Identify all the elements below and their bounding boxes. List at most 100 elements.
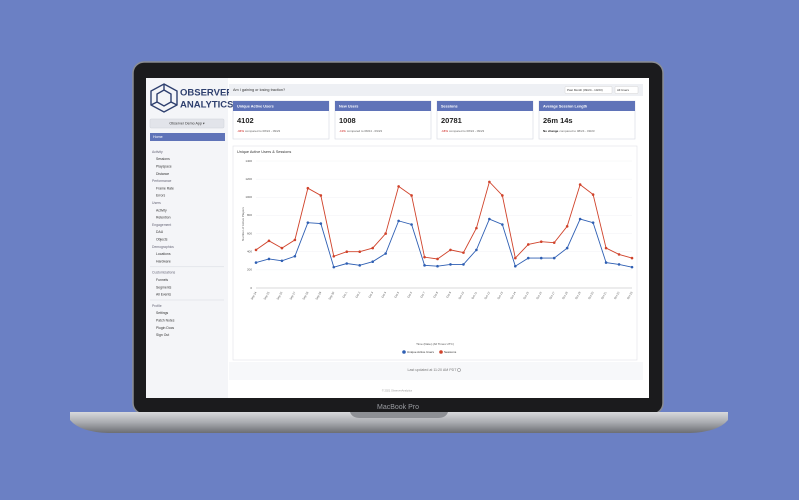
nav-item[interactable]: Activity (156, 208, 167, 212)
data-point (397, 185, 400, 188)
nav-item[interactable]: Retention (156, 216, 171, 220)
x-tick-label: Oct 10 (457, 290, 465, 300)
app-button-label[interactable]: Observer Demo App ▾ (169, 121, 205, 125)
y-tick-label: 400 (247, 250, 252, 254)
logo-text: OBSERVER (180, 88, 233, 99)
x-tick-label: Oct 5 (393, 290, 400, 298)
nav-item[interactable]: Settings (156, 311, 169, 315)
x-tick-label: Oct 14 (509, 290, 517, 300)
data-point (410, 194, 413, 197)
y-tick-label: 1000 (245, 195, 252, 199)
card-header (335, 101, 431, 111)
nav-item[interactable]: Segments (156, 285, 172, 289)
nav-item[interactable]: Patch Notes (156, 318, 175, 322)
footer: © 2021 ObserverAnalytics (382, 389, 413, 393)
data-point (254, 248, 258, 252)
data-point (254, 261, 258, 264)
nav-item[interactable]: Sessions (156, 157, 170, 161)
nav-item[interactable]: Hardware (156, 259, 171, 263)
data-point (604, 261, 608, 264)
x-tick-label: Oct 21 (600, 290, 608, 300)
data-point (488, 217, 491, 221)
data-point (449, 248, 452, 252)
data-point (514, 264, 517, 268)
data-point (280, 259, 284, 263)
data-point (410, 223, 413, 226)
sidebar (146, 78, 228, 398)
nav-heading: Activity (152, 150, 163, 154)
card-title: Unique Active Users (237, 105, 274, 109)
nav-item[interactable]: DAU (156, 230, 164, 234)
nav-item[interactable]: Sign Out (156, 333, 169, 337)
series-line (255, 180, 633, 260)
nav-item[interactable]: All Events (156, 293, 171, 297)
last-updated: Last updated at 11:20 AM PDT (408, 368, 458, 372)
card-comparison: compared to 08/24 - 09/23 (245, 129, 281, 133)
app-button[interactable] (149, 118, 225, 129)
x-axis-label: Time (Date) (All Times UTC) (416, 342, 454, 346)
y-tick-label: 200 (247, 268, 252, 272)
range-dropdown[interactable] (564, 86, 613, 94)
data-point (423, 255, 426, 259)
data-point (332, 254, 336, 258)
data-point (604, 246, 608, 250)
nav-item[interactable]: Playspace (156, 164, 172, 168)
home-nav[interactable] (150, 133, 225, 141)
card-value: 20781 (441, 116, 462, 125)
x-tick-label: Oct 20 (587, 290, 595, 300)
x-tick-label: Oct 18 (561, 290, 569, 300)
x-tick-label: Sep 30 (327, 290, 335, 300)
x-tick-label: Oct 12 (483, 290, 491, 300)
laptop-base (70, 412, 728, 433)
users-dropdown[interactable] (614, 86, 639, 94)
nav-item[interactable]: Errors (156, 194, 166, 198)
data-point (319, 194, 323, 197)
y-tick-label: 0 (250, 286, 252, 290)
home-label[interactable]: Home (153, 135, 163, 139)
x-tick-label: Oct 17 (548, 290, 556, 300)
nav-item[interactable]: Plugin Docs (156, 326, 174, 330)
nav-heading: Performance (152, 179, 172, 183)
nav-item[interactable]: Distance (156, 172, 169, 176)
range-label[interactable]: Past Month (09/24 - 10/23) (567, 88, 603, 92)
x-tick-label: Oct 6 (406, 290, 413, 298)
refresh-icon[interactable] (457, 368, 461, 372)
users-label[interactable]: All Users (617, 88, 630, 92)
nav-heading: Profile (152, 304, 162, 308)
nav-heading: Users (152, 201, 161, 205)
data-point (630, 265, 634, 269)
x-tick-label: Oct 13 (496, 290, 504, 300)
data-point (293, 254, 297, 258)
nav-item[interactable]: Objects (156, 237, 168, 241)
data-point (423, 264, 426, 267)
data-point (345, 250, 349, 254)
nav-heading: Customizations (152, 271, 175, 275)
card-value: 26m 14s (543, 116, 573, 125)
x-tick-label: Oct 16 (535, 290, 543, 300)
x-tick-label: Oct 15 (522, 290, 530, 300)
card-comparison: compared to 08/24 - 09/23 (347, 129, 383, 133)
nav-item[interactable]: Locations (156, 252, 171, 256)
data-point (565, 246, 569, 250)
data-point (475, 226, 478, 230)
data-point (462, 263, 465, 266)
x-tick-label: Oct 23 (626, 290, 634, 300)
logo-text: ANALYTICS (180, 100, 234, 111)
data-point (332, 265, 336, 269)
chart-panel (232, 145, 638, 361)
data-point (358, 264, 362, 267)
nav-item[interactable]: Frame Rate (156, 186, 174, 190)
card-title: Average Session Length (543, 105, 588, 109)
x-tick-label: Sep 24 (250, 290, 258, 300)
x-tick-label: Oct 3 (367, 290, 374, 298)
card-change: -11% (339, 129, 346, 133)
logo-icon (150, 83, 178, 113)
x-tick-label: Oct 11 (470, 290, 478, 299)
card-change: No change (543, 129, 559, 133)
x-tick-label: Oct 22 (613, 290, 621, 300)
data-point (591, 193, 595, 196)
data-point (630, 256, 634, 260)
nav-item[interactable]: Funnels (156, 278, 168, 282)
data-point (475, 248, 478, 252)
